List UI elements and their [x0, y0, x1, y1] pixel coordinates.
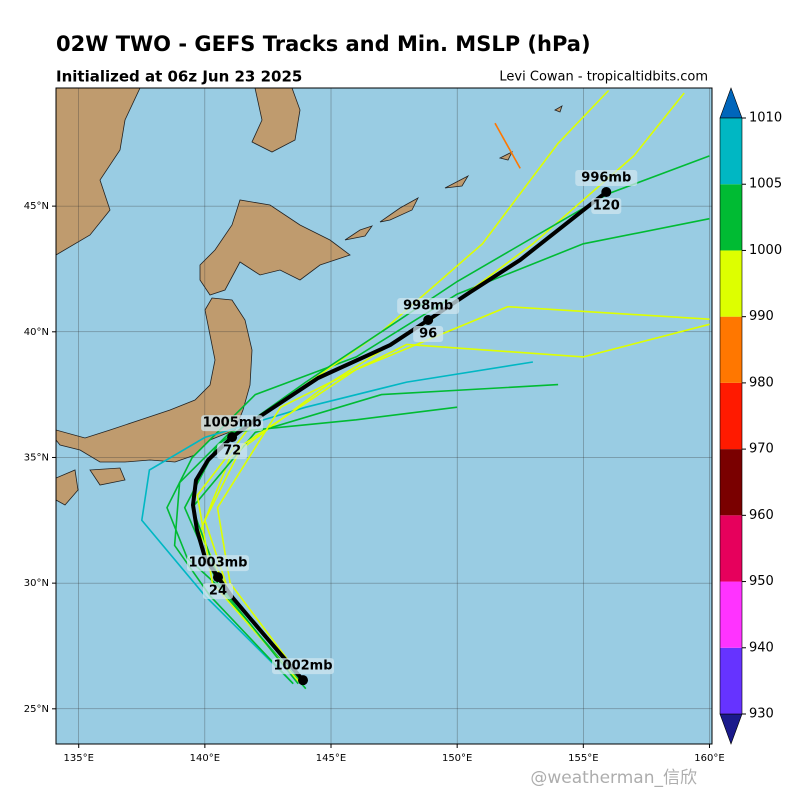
watermark: @weatherman_信欣: [530, 768, 697, 788]
colorbar-extend-over: [719, 87, 743, 119]
hour-label: 96: [419, 326, 437, 341]
colorbar-label: 990: [749, 309, 774, 324]
asia: [56, 88, 141, 256]
pressure-label: 998mb: [403, 298, 453, 313]
track-point: [212, 572, 223, 583]
lon-tick-label: 140°E: [190, 753, 220, 764]
ensemble-track: [140, 361, 534, 685]
ensemble-track: [494, 122, 521, 169]
lon-tick-label: 150°E: [442, 753, 472, 764]
colorbar-label: 960: [749, 508, 774, 523]
track-point: [227, 432, 238, 443]
colorbar-segment: [720, 118, 742, 185]
kuril-islands: [344, 105, 563, 241]
label-box: [201, 415, 264, 432]
label-box: [397, 297, 460, 314]
colorbar-label: 970: [749, 442, 774, 457]
colorbar-label: 1000: [749, 243, 782, 258]
label-box: [413, 325, 444, 342]
lon-tick-label: 155°E: [568, 753, 598, 764]
colorbar-segment: [720, 581, 742, 648]
pressure-label: 1005mb: [203, 416, 262, 431]
label-box: [575, 170, 638, 187]
ensemble-track: [191, 383, 559, 690]
hour-label: 72: [223, 444, 241, 459]
hokkaido: [199, 199, 351, 296]
subtitle: Initialized at 06z Jun 23 2025: [56, 68, 302, 86]
colorbar-segment: [720, 250, 742, 317]
colorbar-extend-under: [719, 713, 743, 745]
colorbar-segment: [720, 184, 742, 251]
colorbar-segment: [720, 647, 742, 714]
hour-label: 120: [593, 199, 620, 214]
lat-tick-label: 25°N: [24, 704, 49, 715]
colorbar-label: 940: [749, 640, 774, 655]
hour-label: 24: [209, 584, 227, 599]
label-box: [186, 555, 249, 572]
label-box: [272, 658, 335, 675]
colorbar-label: 980: [749, 375, 774, 390]
lat-tick-label: 40°N: [24, 327, 49, 338]
ensemble-track: [216, 323, 710, 685]
lon-tick-label: 160°E: [694, 753, 724, 764]
colorbar-label: 1010: [749, 111, 782, 126]
colorbar-segment: [720, 382, 742, 450]
shikoku: [89, 467, 126, 486]
lat-tick-label: 30°N: [24, 578, 49, 589]
kyushu: [56, 469, 79, 506]
sakhalin: [251, 88, 301, 153]
pressure-label: 996mb: [581, 171, 631, 186]
label-box: [217, 443, 248, 460]
colorbar-label: 1005: [749, 177, 782, 192]
lon-tick-label: 135°E: [64, 753, 94, 764]
lat-tick-label: 45°N: [24, 201, 49, 212]
pressure-label: 1002mb: [273, 659, 332, 674]
title: 02W TWO - GEFS Tracks and Min. MSLP (hPa…: [56, 32, 591, 56]
track-point: [601, 187, 612, 198]
colorbar-label: 930: [749, 707, 774, 722]
track-point: [423, 314, 434, 325]
credit: Levi Cowan - tropicaltidbits.com: [499, 70, 708, 85]
pressure-label: 1003mb: [188, 556, 247, 571]
colorbar-segment: [720, 449, 742, 516]
track-point: [298, 675, 309, 686]
colorbar-segment: [720, 316, 742, 383]
colorbar-segment: [720, 515, 742, 582]
label-box: [202, 583, 233, 600]
colorbar-label: 950: [749, 574, 774, 589]
lon-tick-label: 145°E: [316, 753, 346, 764]
label-box: [591, 198, 622, 215]
colorbar-frame: [719, 117, 743, 715]
lat-tick-label: 35°N: [24, 452, 49, 463]
map-frame: [55, 87, 713, 745]
